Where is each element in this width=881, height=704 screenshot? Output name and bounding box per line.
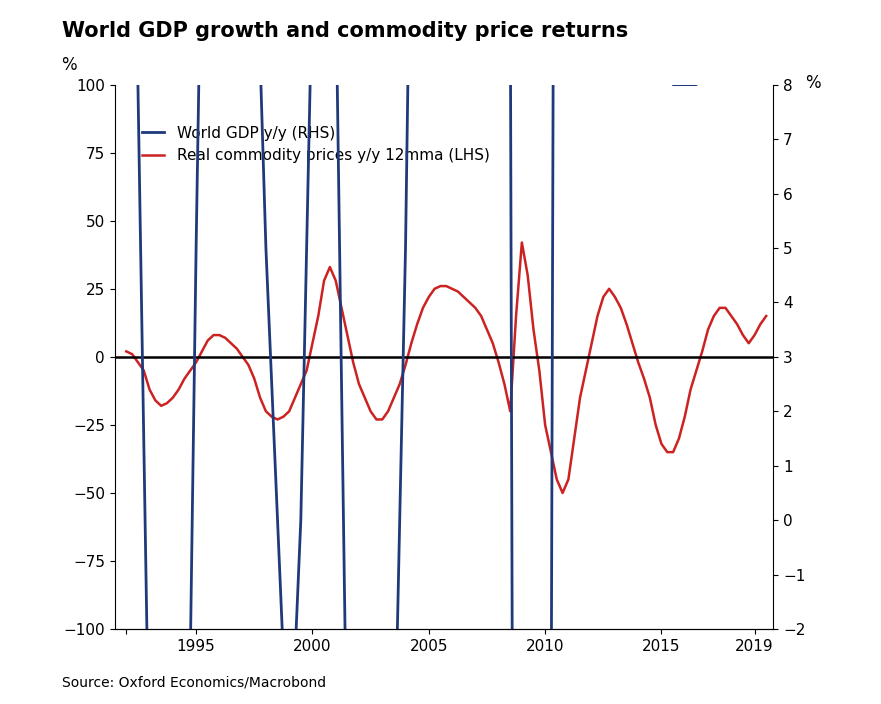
Legend: World GDP y/y (RHS), Real commodity prices y/y 12mma (LHS): World GDP y/y (RHS), Real commodity pric…	[136, 120, 496, 170]
Text: World GDP growth and commodity price returns: World GDP growth and commodity price ret…	[62, 21, 628, 41]
Y-axis label: %: %	[805, 74, 820, 92]
Text: Source: Oxford Economics/Macrobond: Source: Oxford Economics/Macrobond	[62, 676, 326, 690]
Y-axis label: %: %	[61, 56, 77, 74]
